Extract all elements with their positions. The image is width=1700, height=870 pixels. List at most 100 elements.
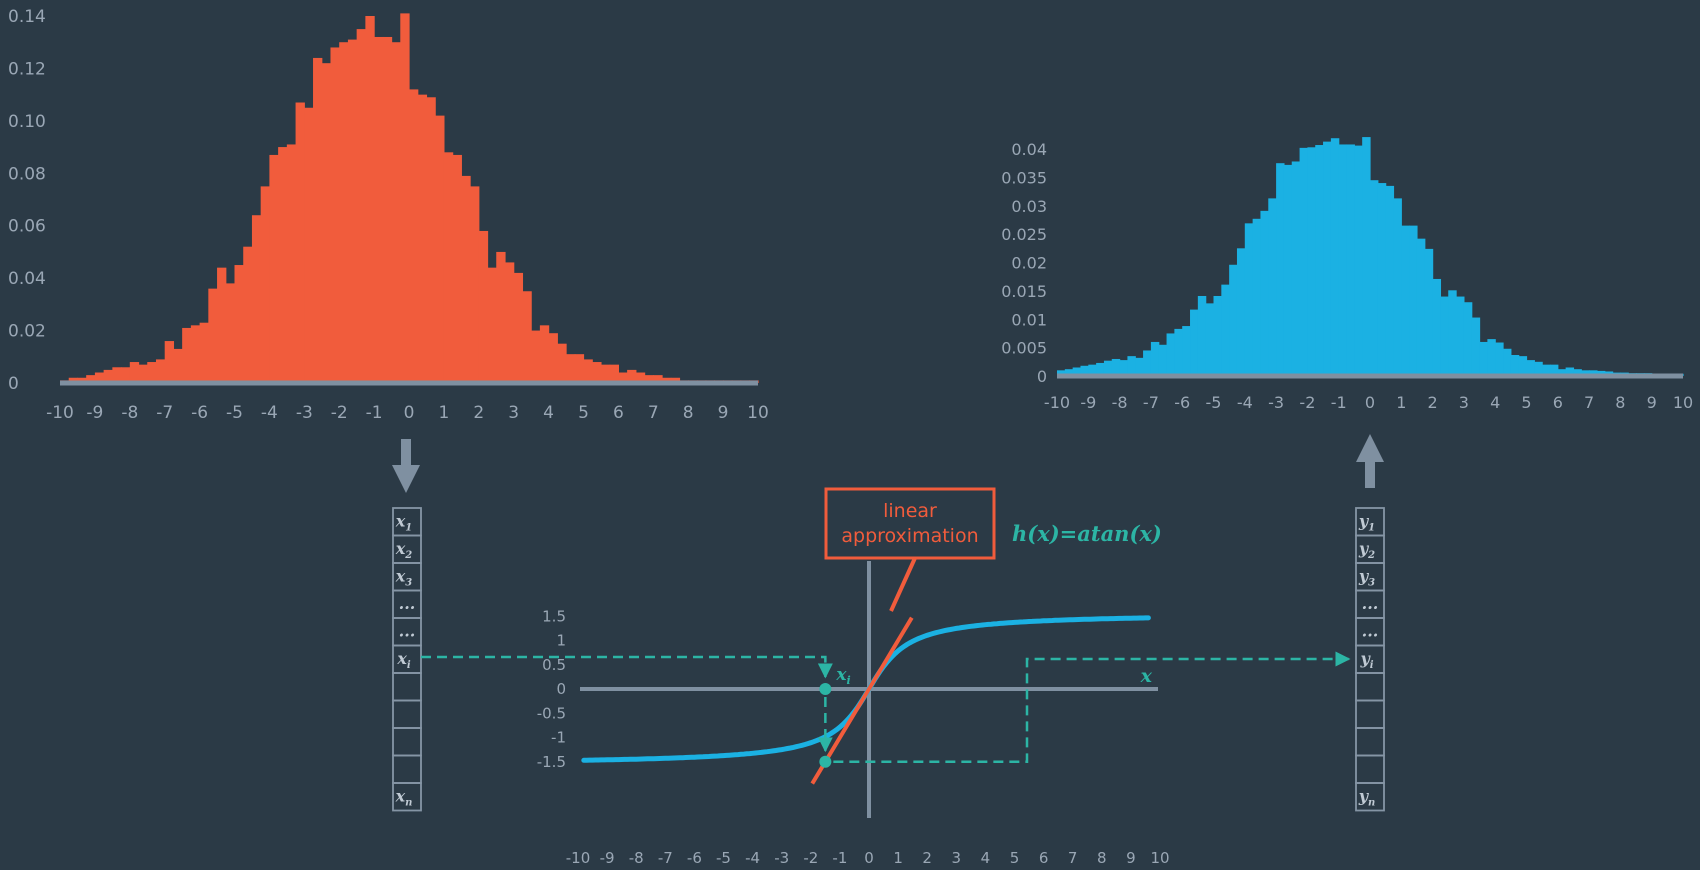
down-arrow [392, 439, 420, 493]
function-plot-x-tick-label: -7 [658, 849, 673, 867]
input-histogram-x-tick-label: 10 [747, 403, 769, 423]
output-histogram-bar [1229, 264, 1238, 376]
output-vector-cell-label: y2 [1358, 539, 1375, 561]
function-plot-x-tick-label: 4 [981, 849, 991, 867]
annotation-line-2: approximation [841, 525, 978, 547]
function-plot-y-ticks: -1.5 -1 -0.5 0 0.5 1 1.5 [537, 607, 566, 771]
output-histogram-y-tick-label: 0.005 [1001, 339, 1047, 358]
input-histogram-bar [374, 36, 384, 383]
input-histogram-x-tick-label: 1 [438, 403, 449, 423]
output-vector-cell-label: ... [1362, 622, 1379, 641]
output-histogram-bar [1354, 145, 1363, 376]
output-histogram-bar [1323, 141, 1332, 376]
output-histogram-x-tick-label: -1 [1331, 393, 1347, 412]
output-histogram-bar [1346, 144, 1355, 376]
input-histogram-bar [347, 39, 358, 383]
input-histogram-x-tick-label: 9 [718, 403, 729, 423]
function-plot: -1.5-1-0.500.511.5 -10 -9 -8 -7 -6 -5 -4 -3 -2 -1… [421, 487, 1351, 867]
output-vector-cell-label: yi [1359, 649, 1373, 671]
input-vector-cell: x2 [392, 534, 422, 564]
function-plot-x-tick-label: -4 [745, 849, 760, 867]
output-histogram-x-tick-label: -3 [1268, 393, 1284, 412]
output-histogram-x-tick-label: 4 [1490, 393, 1500, 412]
input-vector-cell-label: x2 [395, 539, 413, 561]
output-vector-cell: yn [1355, 782, 1385, 812]
function-plot-x-ticks: -10 -9 -8 -7 -6 -5 -4 -3 -2 -1 0 1 2 3 4 5 6 7 8 9 10 [566, 849, 1170, 867]
output-histogram-bar [1103, 360, 1113, 376]
function-plot-y-tick-label: 1 [556, 632, 566, 650]
input-histogram-bar [173, 348, 183, 383]
input-histogram-x-tick-label: 5 [578, 403, 589, 423]
output-histogram-y-tick-label: 0.04 [1011, 140, 1047, 159]
x-axis-label: x [1140, 665, 1153, 687]
input-histogram-bar [243, 246, 253, 383]
input-histogram-x-tick-label: 6 [613, 403, 624, 423]
output-histogram-x-tick-label: 6 [1553, 393, 1563, 412]
output-histogram-bars [1057, 137, 1684, 376]
function-plot-x-tick-label: 3 [952, 849, 962, 867]
input-histogram-y-tick-label: 0.08 [8, 164, 46, 184]
input-histogram-x-tick-label: 2 [473, 403, 484, 423]
input-histogram-y-tick-label: 0.06 [8, 217, 46, 237]
input-histogram-bar [86, 375, 96, 383]
input-vector-cell: xn [392, 782, 422, 812]
output-histogram-bar [1448, 290, 1457, 376]
output-histogram-bar [1557, 369, 1567, 376]
input-histogram-bar [295, 102, 305, 383]
output-vector-cell: ... [1355, 589, 1385, 619]
output-histogram-bar [1135, 357, 1144, 376]
input-vector-cell: ... [392, 589, 422, 619]
input-histogram-bar [566, 354, 576, 383]
output-histogram-bar [1080, 365, 1089, 376]
output-histogram-bar [1409, 225, 1418, 376]
input-histogram-bar [313, 57, 323, 383]
output-histogram-bar [1503, 348, 1512, 376]
input-histogram-bar [548, 333, 558, 383]
output-histogram-y-tick-label: 0.01 [1011, 310, 1047, 329]
input-histogram-bar [400, 13, 410, 384]
input-histogram-x-tick-label: -10 [46, 403, 74, 423]
input-histogram-bar [470, 186, 480, 383]
function-plot-x-tick-label: 5 [1010, 849, 1020, 867]
input-histogram-bar [478, 230, 489, 383]
output-histogram-bar [1236, 248, 1246, 376]
input-vector-cell-label: ... [399, 622, 416, 641]
input-histogram-bar [504, 262, 515, 383]
input-histogram-bar [496, 251, 506, 383]
output-vector-cell: y3 [1355, 562, 1385, 592]
output-histogram-bar [1416, 238, 1426, 376]
function-plot-x-tick-label: -2 [803, 849, 818, 867]
output-histogram-bar [1119, 360, 1129, 376]
output-histogram-bar [1182, 326, 1191, 376]
output-vector-cell-label: y1 [1358, 512, 1375, 534]
input-histogram-bar [147, 362, 157, 383]
output-histogram-bar [1362, 137, 1371, 376]
output-histogram-bar [1463, 302, 1473, 376]
function-plot-x-tick-label: -9 [600, 849, 615, 867]
output-histogram-x-tick-label: 2 [1428, 393, 1438, 412]
output-histogram-bar [1276, 163, 1285, 376]
input-histogram-y-tick-label: 0.12 [8, 59, 46, 79]
input-histogram-y-tick-label: 0 [8, 374, 19, 394]
function-plot-y-tick-label: 0 [556, 680, 566, 698]
input-histogram-bar [112, 367, 122, 383]
input-histogram-bar [574, 354, 585, 383]
input-histogram-x-tick-label: -1 [366, 403, 383, 423]
output-histogram-bar [1534, 361, 1543, 376]
output-histogram-x-tick-label: -4 [1237, 393, 1253, 412]
output-histogram-bar [1127, 356, 1136, 376]
input-histogram-bar [278, 147, 288, 383]
output-histogram-x-tick-label: -10 [1044, 393, 1070, 412]
input-histogram-x-tick-label: 0 [404, 403, 415, 423]
output-histogram-bar [1495, 342, 1504, 376]
input-histogram-bar [461, 175, 471, 383]
function-plot-x-tick-label: 1 [893, 849, 903, 867]
function-label: h(x)=atan(x) [1012, 521, 1162, 546]
input-vector-cell-label: x1 [395, 512, 413, 534]
input-histogram-x-tick-label: -9 [86, 403, 103, 423]
sample-point-on-axis [819, 683, 832, 695]
input-histogram-bar [94, 372, 105, 383]
output-vector-cell [1355, 727, 1385, 757]
output-histogram-bar [1510, 355, 1520, 376]
